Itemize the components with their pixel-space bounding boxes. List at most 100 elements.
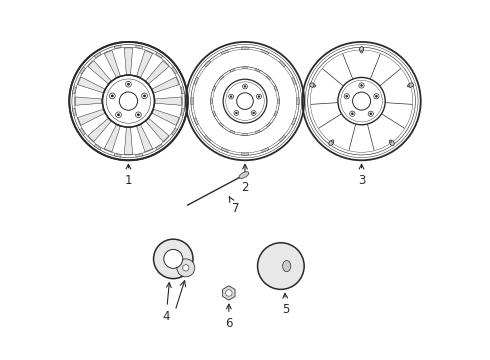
Polygon shape [267,122,270,127]
Circle shape [251,111,256,116]
Circle shape [345,95,348,98]
Polygon shape [137,125,152,152]
Text: 1: 1 [124,164,132,186]
Polygon shape [242,47,248,49]
Circle shape [164,249,183,268]
Polygon shape [242,153,248,155]
Text: 6: 6 [225,304,233,330]
Circle shape [369,112,372,115]
Polygon shape [172,67,177,74]
Circle shape [230,95,232,98]
Polygon shape [88,60,111,84]
Polygon shape [221,50,228,54]
Circle shape [359,83,364,88]
Polygon shape [292,77,296,84]
Circle shape [235,112,238,114]
Polygon shape [243,134,247,135]
Ellipse shape [407,85,410,87]
Polygon shape [104,50,120,77]
Polygon shape [262,148,269,152]
Polygon shape [146,60,169,84]
Polygon shape [114,45,121,49]
Polygon shape [80,129,85,135]
Polygon shape [155,97,182,105]
Polygon shape [146,118,169,141]
Polygon shape [156,144,163,150]
Polygon shape [73,108,76,116]
Ellipse shape [313,85,316,87]
Polygon shape [75,97,102,105]
Text: 4: 4 [162,283,171,323]
Polygon shape [255,69,260,72]
Circle shape [374,94,379,99]
Polygon shape [73,87,76,94]
Polygon shape [136,153,143,157]
Polygon shape [194,77,198,84]
Circle shape [143,94,146,97]
Ellipse shape [310,83,315,87]
Circle shape [153,239,193,279]
Polygon shape [220,76,223,80]
Text: 2: 2 [241,164,249,194]
Ellipse shape [390,140,392,142]
Polygon shape [94,52,101,58]
Polygon shape [94,144,101,150]
Polygon shape [181,87,184,94]
Circle shape [252,112,255,114]
Polygon shape [297,98,299,105]
Circle shape [127,83,130,86]
Polygon shape [221,148,228,152]
Ellipse shape [239,172,249,179]
Circle shape [257,94,261,99]
Circle shape [375,95,378,98]
Circle shape [258,243,304,289]
Circle shape [120,92,138,110]
Circle shape [111,94,114,97]
Polygon shape [181,108,184,116]
Polygon shape [262,50,269,54]
Polygon shape [114,153,121,157]
Polygon shape [274,112,277,116]
Polygon shape [279,135,286,142]
Polygon shape [267,76,270,80]
Polygon shape [78,77,105,93]
Polygon shape [88,118,111,141]
Circle shape [234,111,239,116]
Circle shape [368,111,373,116]
Polygon shape [124,48,133,75]
Polygon shape [80,67,85,74]
Circle shape [125,81,131,87]
Ellipse shape [329,140,333,145]
Polygon shape [274,86,277,91]
Circle shape [116,112,122,118]
Polygon shape [243,67,247,69]
Circle shape [109,93,115,99]
Polygon shape [255,130,260,134]
Ellipse shape [390,140,394,145]
Polygon shape [211,99,213,103]
Polygon shape [78,109,105,125]
Polygon shape [204,135,211,142]
Circle shape [360,84,363,87]
Circle shape [183,265,189,271]
Polygon shape [230,69,235,72]
Circle shape [243,84,247,89]
Circle shape [136,112,141,118]
Polygon shape [137,50,152,77]
Circle shape [229,94,233,99]
Circle shape [350,111,355,116]
Polygon shape [292,118,296,125]
Ellipse shape [283,261,291,272]
Polygon shape [156,52,163,58]
Polygon shape [191,98,193,105]
Ellipse shape [361,50,363,53]
Circle shape [117,113,120,116]
Circle shape [177,259,195,277]
Polygon shape [230,130,235,134]
Text: 7: 7 [229,197,240,215]
Polygon shape [104,125,120,152]
Polygon shape [124,127,133,154]
Polygon shape [277,99,279,103]
Ellipse shape [408,83,414,87]
Polygon shape [136,45,143,49]
